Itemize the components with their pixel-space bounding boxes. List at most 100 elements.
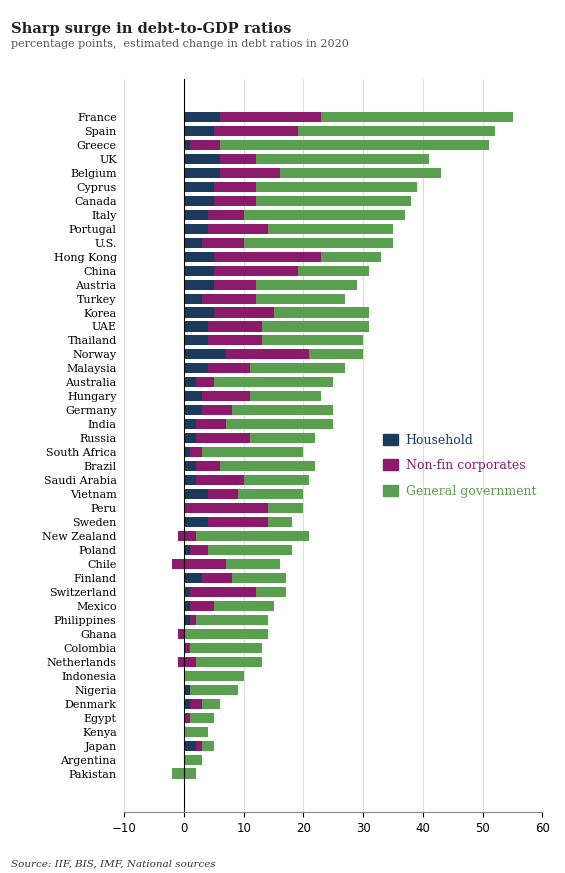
Bar xyxy=(196,740,202,751)
Bar xyxy=(238,489,303,499)
Bar xyxy=(184,223,208,234)
Bar xyxy=(184,112,220,122)
Bar xyxy=(226,419,333,430)
Bar xyxy=(184,587,190,597)
Bar xyxy=(184,684,190,695)
Bar xyxy=(226,349,310,360)
Text: percentage points,  estimated change in debt ratios in 2020: percentage points, estimated change in d… xyxy=(11,39,349,49)
Bar xyxy=(184,321,208,332)
Bar xyxy=(172,768,196,779)
Bar xyxy=(172,559,184,569)
Bar xyxy=(190,587,256,597)
Bar xyxy=(178,531,184,541)
Bar xyxy=(196,461,220,471)
Bar xyxy=(220,168,280,178)
Bar xyxy=(208,363,250,374)
Bar xyxy=(256,293,345,304)
Bar xyxy=(220,461,315,471)
Bar xyxy=(184,433,196,443)
Bar xyxy=(184,405,202,416)
Bar xyxy=(280,168,441,178)
Bar xyxy=(184,643,190,653)
Bar xyxy=(256,154,429,164)
Bar xyxy=(250,433,315,443)
Bar xyxy=(184,335,208,346)
Bar xyxy=(184,279,214,290)
Bar xyxy=(232,573,285,583)
Bar xyxy=(184,168,220,178)
Bar xyxy=(184,447,190,457)
Bar xyxy=(178,629,184,639)
Bar xyxy=(262,321,369,332)
Bar xyxy=(321,112,512,122)
Bar xyxy=(202,391,250,402)
Bar xyxy=(184,349,226,360)
Bar xyxy=(184,182,214,192)
Bar xyxy=(244,475,310,485)
Bar xyxy=(208,210,244,220)
Bar xyxy=(190,601,214,611)
Bar xyxy=(184,196,214,206)
Bar xyxy=(202,293,256,304)
Bar xyxy=(178,531,196,541)
Bar xyxy=(184,698,190,709)
Bar xyxy=(184,419,196,430)
Bar xyxy=(184,670,244,681)
Bar xyxy=(244,210,405,220)
Bar xyxy=(208,545,292,555)
Bar xyxy=(214,601,273,611)
Bar xyxy=(196,419,226,430)
Bar xyxy=(214,126,298,136)
Bar xyxy=(208,223,268,234)
Bar xyxy=(196,656,262,667)
Bar xyxy=(232,405,333,416)
Bar xyxy=(214,251,321,262)
Bar xyxy=(190,698,202,709)
Bar xyxy=(262,335,363,346)
Bar xyxy=(298,126,494,136)
Legend: Household, Non-fin corporates, General government: Household, Non-fin corporates, General g… xyxy=(383,434,536,498)
Bar xyxy=(184,154,220,164)
Bar xyxy=(196,433,250,443)
Bar xyxy=(214,265,298,276)
Bar xyxy=(184,629,268,639)
Bar xyxy=(184,545,190,555)
Bar xyxy=(250,391,321,402)
Bar xyxy=(214,182,256,192)
Bar xyxy=(202,698,220,709)
Bar xyxy=(178,629,184,639)
Bar xyxy=(202,573,232,583)
Bar xyxy=(184,517,208,527)
Bar xyxy=(184,712,190,723)
Bar xyxy=(190,684,238,695)
Bar xyxy=(214,307,273,318)
Bar xyxy=(184,140,190,150)
Bar xyxy=(220,154,256,164)
Bar xyxy=(184,251,214,262)
Bar xyxy=(172,559,226,569)
Bar xyxy=(184,754,202,765)
Bar xyxy=(208,321,262,332)
Bar xyxy=(172,768,184,779)
Bar xyxy=(268,503,303,513)
Bar xyxy=(184,377,196,388)
Bar xyxy=(184,237,202,248)
Bar xyxy=(256,279,357,290)
Bar xyxy=(190,140,220,150)
Bar xyxy=(178,656,196,667)
Bar xyxy=(202,740,214,751)
Bar xyxy=(184,503,268,513)
Bar xyxy=(190,447,202,457)
Bar xyxy=(196,531,310,541)
Bar xyxy=(244,237,393,248)
Bar xyxy=(208,335,262,346)
Bar xyxy=(273,307,369,318)
Bar xyxy=(184,265,214,276)
Bar xyxy=(256,196,411,206)
Bar xyxy=(256,587,285,597)
Bar xyxy=(184,293,202,304)
Bar xyxy=(190,545,208,555)
Bar xyxy=(184,740,196,751)
Text: Source: IIF, BIS, IMF, National sources: Source: IIF, BIS, IMF, National sources xyxy=(11,860,216,869)
Bar xyxy=(202,447,303,457)
